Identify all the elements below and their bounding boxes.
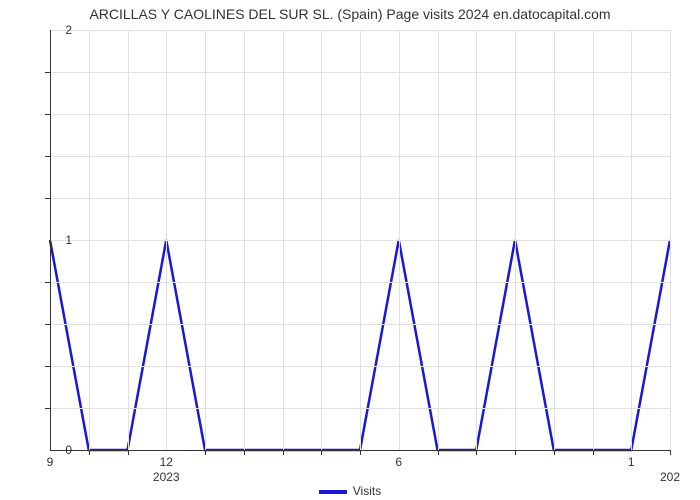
grid-line-h	[50, 408, 670, 409]
grid-line-h	[50, 198, 670, 199]
grid-line-h	[50, 240, 670, 241]
x-tick-label: 12	[160, 455, 173, 469]
x-tick-label: 1	[628, 455, 635, 469]
chart-container: ARCILLAS Y CAOLINES DEL SUR SL. (Spain) …	[0, 0, 700, 500]
legend-swatch	[319, 490, 347, 494]
legend: Visits	[0, 484, 700, 498]
y-tick-label: 1	[65, 233, 72, 247]
x-tick-label: 9	[47, 455, 54, 469]
grid-line-h	[50, 366, 670, 367]
chart-title: ARCILLAS Y CAOLINES DEL SUR SL. (Spain) …	[0, 6, 700, 22]
legend-label: Visits	[353, 484, 381, 498]
grid-line-h	[50, 30, 670, 31]
x-axis	[50, 450, 670, 451]
grid-line-h	[50, 72, 670, 73]
grid-line-h	[50, 114, 670, 115]
grid-line-h	[50, 282, 670, 283]
grid-line-h	[50, 324, 670, 325]
grid-line-v	[670, 30, 671, 450]
x-minor-tick	[670, 450, 671, 455]
x-year-label: 2023	[153, 470, 180, 484]
y-axis	[50, 30, 51, 450]
x-tick-label: 6	[395, 455, 402, 469]
grid-line-h	[50, 156, 670, 157]
x-year-label: 202	[660, 470, 680, 484]
y-tick-label: 2	[65, 23, 72, 37]
plot-area	[50, 30, 670, 450]
